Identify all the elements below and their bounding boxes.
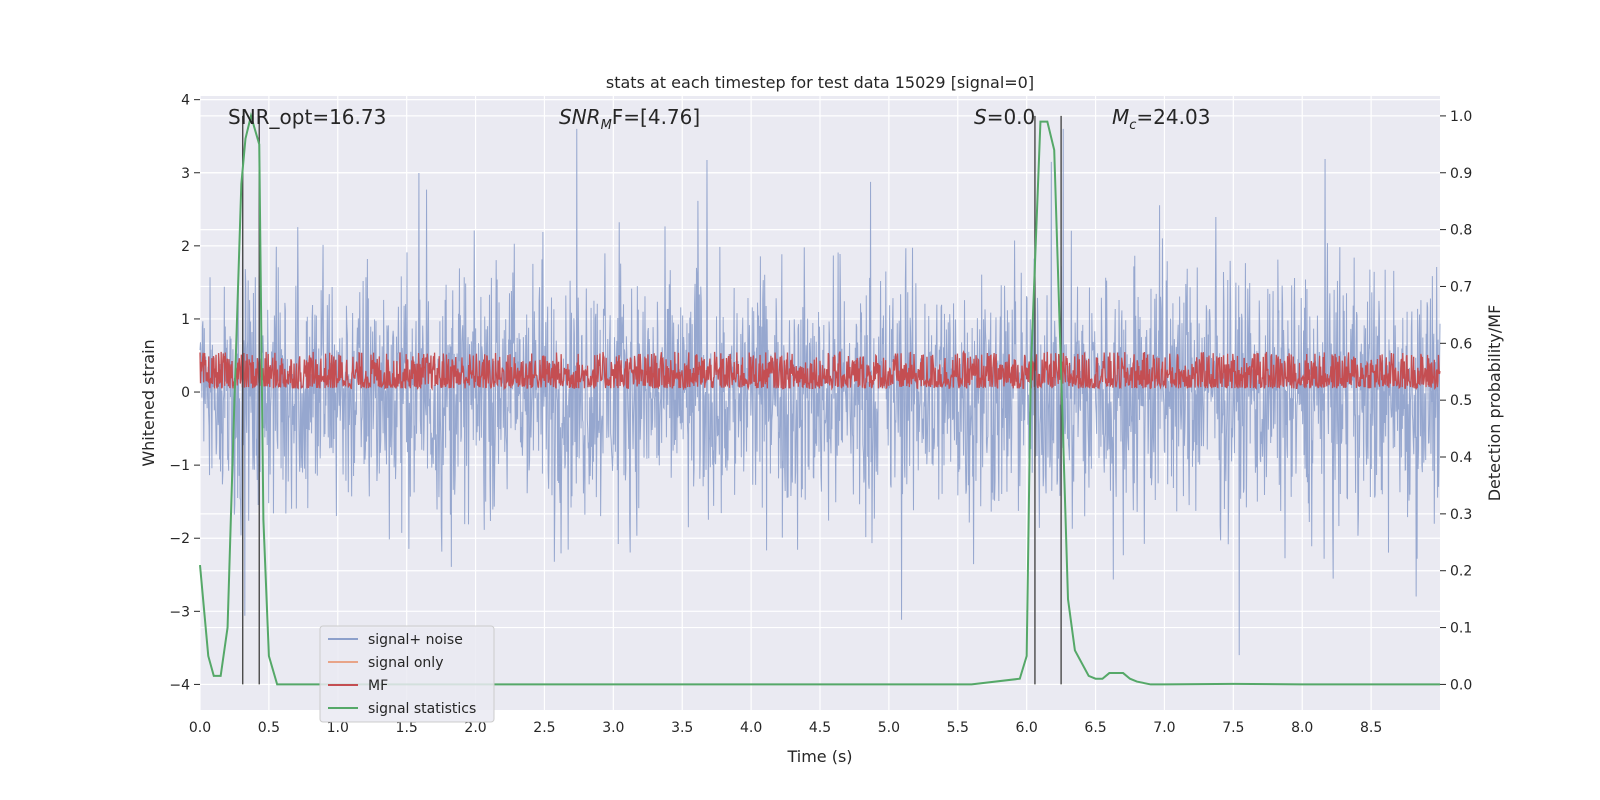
x-tick-label: 5.0 bbox=[878, 720, 900, 736]
signal-statistics-line bbox=[199, 112, 1440, 686]
y2-axis-label: Detection probability/MF bbox=[1485, 305, 1504, 502]
x-axis-label: Time (s) bbox=[786, 747, 852, 766]
x-tick-label: 1.5 bbox=[396, 720, 418, 736]
x-tick-label: 0.0 bbox=[189, 720, 211, 736]
x-tick-label: 1.0 bbox=[327, 720, 349, 736]
annotation-snr-mf-sub: M bbox=[601, 118, 612, 133]
legend-label-signal-statistics: signal statistics bbox=[368, 701, 476, 717]
x-tick-label: 3.0 bbox=[602, 720, 624, 736]
legend-label-signal-only: signal only bbox=[368, 655, 443, 671]
x-tick-label: 0.5 bbox=[258, 720, 280, 736]
x-tick-label: 2.5 bbox=[533, 720, 555, 736]
y2-tick-label: 0.8 bbox=[1450, 223, 1472, 239]
annotation-mc-sub: c bbox=[1129, 118, 1136, 133]
x-tick-label: 7.0 bbox=[1153, 720, 1175, 736]
x-tick-label: 8.0 bbox=[1291, 720, 1313, 736]
y2-tick-label: 0.9 bbox=[1450, 166, 1472, 182]
y2-tick-label: 0.0 bbox=[1450, 677, 1472, 693]
y-tick-label: 0 bbox=[181, 385, 190, 401]
annotation-mc: Mc=24.03 bbox=[1112, 105, 1210, 133]
y-tick-label: 2 bbox=[181, 239, 190, 255]
legend-box bbox=[319, 625, 495, 723]
x-axis-ticks: 0.0 0.5 1.0 1.5 2.0 2.5 3.0 3.5 4.0 4.5 5.0 5.5 6.0 6… bbox=[189, 720, 1382, 736]
annotation-snr-mf-main: SNR bbox=[559, 105, 601, 129]
x-tick-label: 2.0 bbox=[464, 720, 486, 736]
annotation-snr-mf-rest: F=[4.76] bbox=[612, 105, 700, 129]
y2-tick-label: 0.5 bbox=[1450, 393, 1472, 409]
y-tick-label: −2 bbox=[169, 531, 190, 547]
annotation-s: S=0.0 bbox=[974, 105, 1035, 129]
y2-tick-label: 0.3 bbox=[1450, 507, 1472, 523]
y2-axis-ticks: 1.0 0.9 0.8 0.7 0.6 0.5 0.4 0.3 0.2 0.1 0.0 bbox=[1440, 109, 1472, 693]
y-tick-label: 1 bbox=[181, 312, 190, 328]
y2-tick-label: 0.7 bbox=[1450, 279, 1472, 295]
x-tick-label: 7.5 bbox=[1222, 720, 1244, 736]
y2-tick-label: 0.2 bbox=[1450, 564, 1472, 580]
y-tick-label: 4 bbox=[181, 93, 190, 109]
legend-label-signal-noise: signal+ noise bbox=[368, 632, 463, 648]
chart-title: stats at each timestep for test data 150… bbox=[606, 73, 1034, 92]
y-axis-label: Whitened strain bbox=[139, 339, 158, 466]
annotation-s-rest: =0.0 bbox=[987, 105, 1036, 129]
y2-tick-label: 1.0 bbox=[1450, 109, 1472, 125]
x-tick-label: 3.5 bbox=[671, 720, 693, 736]
y2-tick-label: 0.4 bbox=[1450, 450, 1472, 466]
annotation-mc-rest: =24.03 bbox=[1136, 105, 1210, 129]
y-tick-label: −3 bbox=[169, 604, 190, 620]
x-tick-label: 8.5 bbox=[1360, 720, 1382, 736]
x-tick-label: 4.5 bbox=[809, 720, 831, 736]
x-tick-label: 5.5 bbox=[947, 720, 969, 736]
annotation-snr-mf: SNRMF=[4.76] bbox=[559, 105, 700, 133]
x-tick-label: 6.0 bbox=[1016, 720, 1038, 736]
y-tick-label: 3 bbox=[181, 166, 190, 182]
annotation-s-main: S bbox=[974, 105, 987, 129]
y-tick-label: −4 bbox=[169, 677, 190, 693]
y2-tick-label: 0.6 bbox=[1450, 336, 1472, 352]
x-tick-label: 6.5 bbox=[1084, 720, 1106, 736]
series-mf bbox=[199, 349, 1441, 391]
legend: signal+ noise signal only MF signal stat… bbox=[319, 625, 495, 723]
y-tick-label: −1 bbox=[169, 458, 190, 474]
y-axis-ticks: 4 3 2 1 0 −1 −2 −3 −4 bbox=[169, 93, 200, 693]
annotation-mc-main: M bbox=[1112, 105, 1129, 129]
mf-line bbox=[199, 349, 1441, 391]
y2-tick-label: 0.1 bbox=[1450, 621, 1472, 637]
annotation-snr-opt: SNR_opt=16.73 bbox=[228, 105, 386, 129]
legend-label-mf: MF bbox=[368, 678, 388, 694]
x-tick-label: 4.0 bbox=[740, 720, 762, 736]
series-signal-statistics bbox=[199, 112, 1440, 686]
